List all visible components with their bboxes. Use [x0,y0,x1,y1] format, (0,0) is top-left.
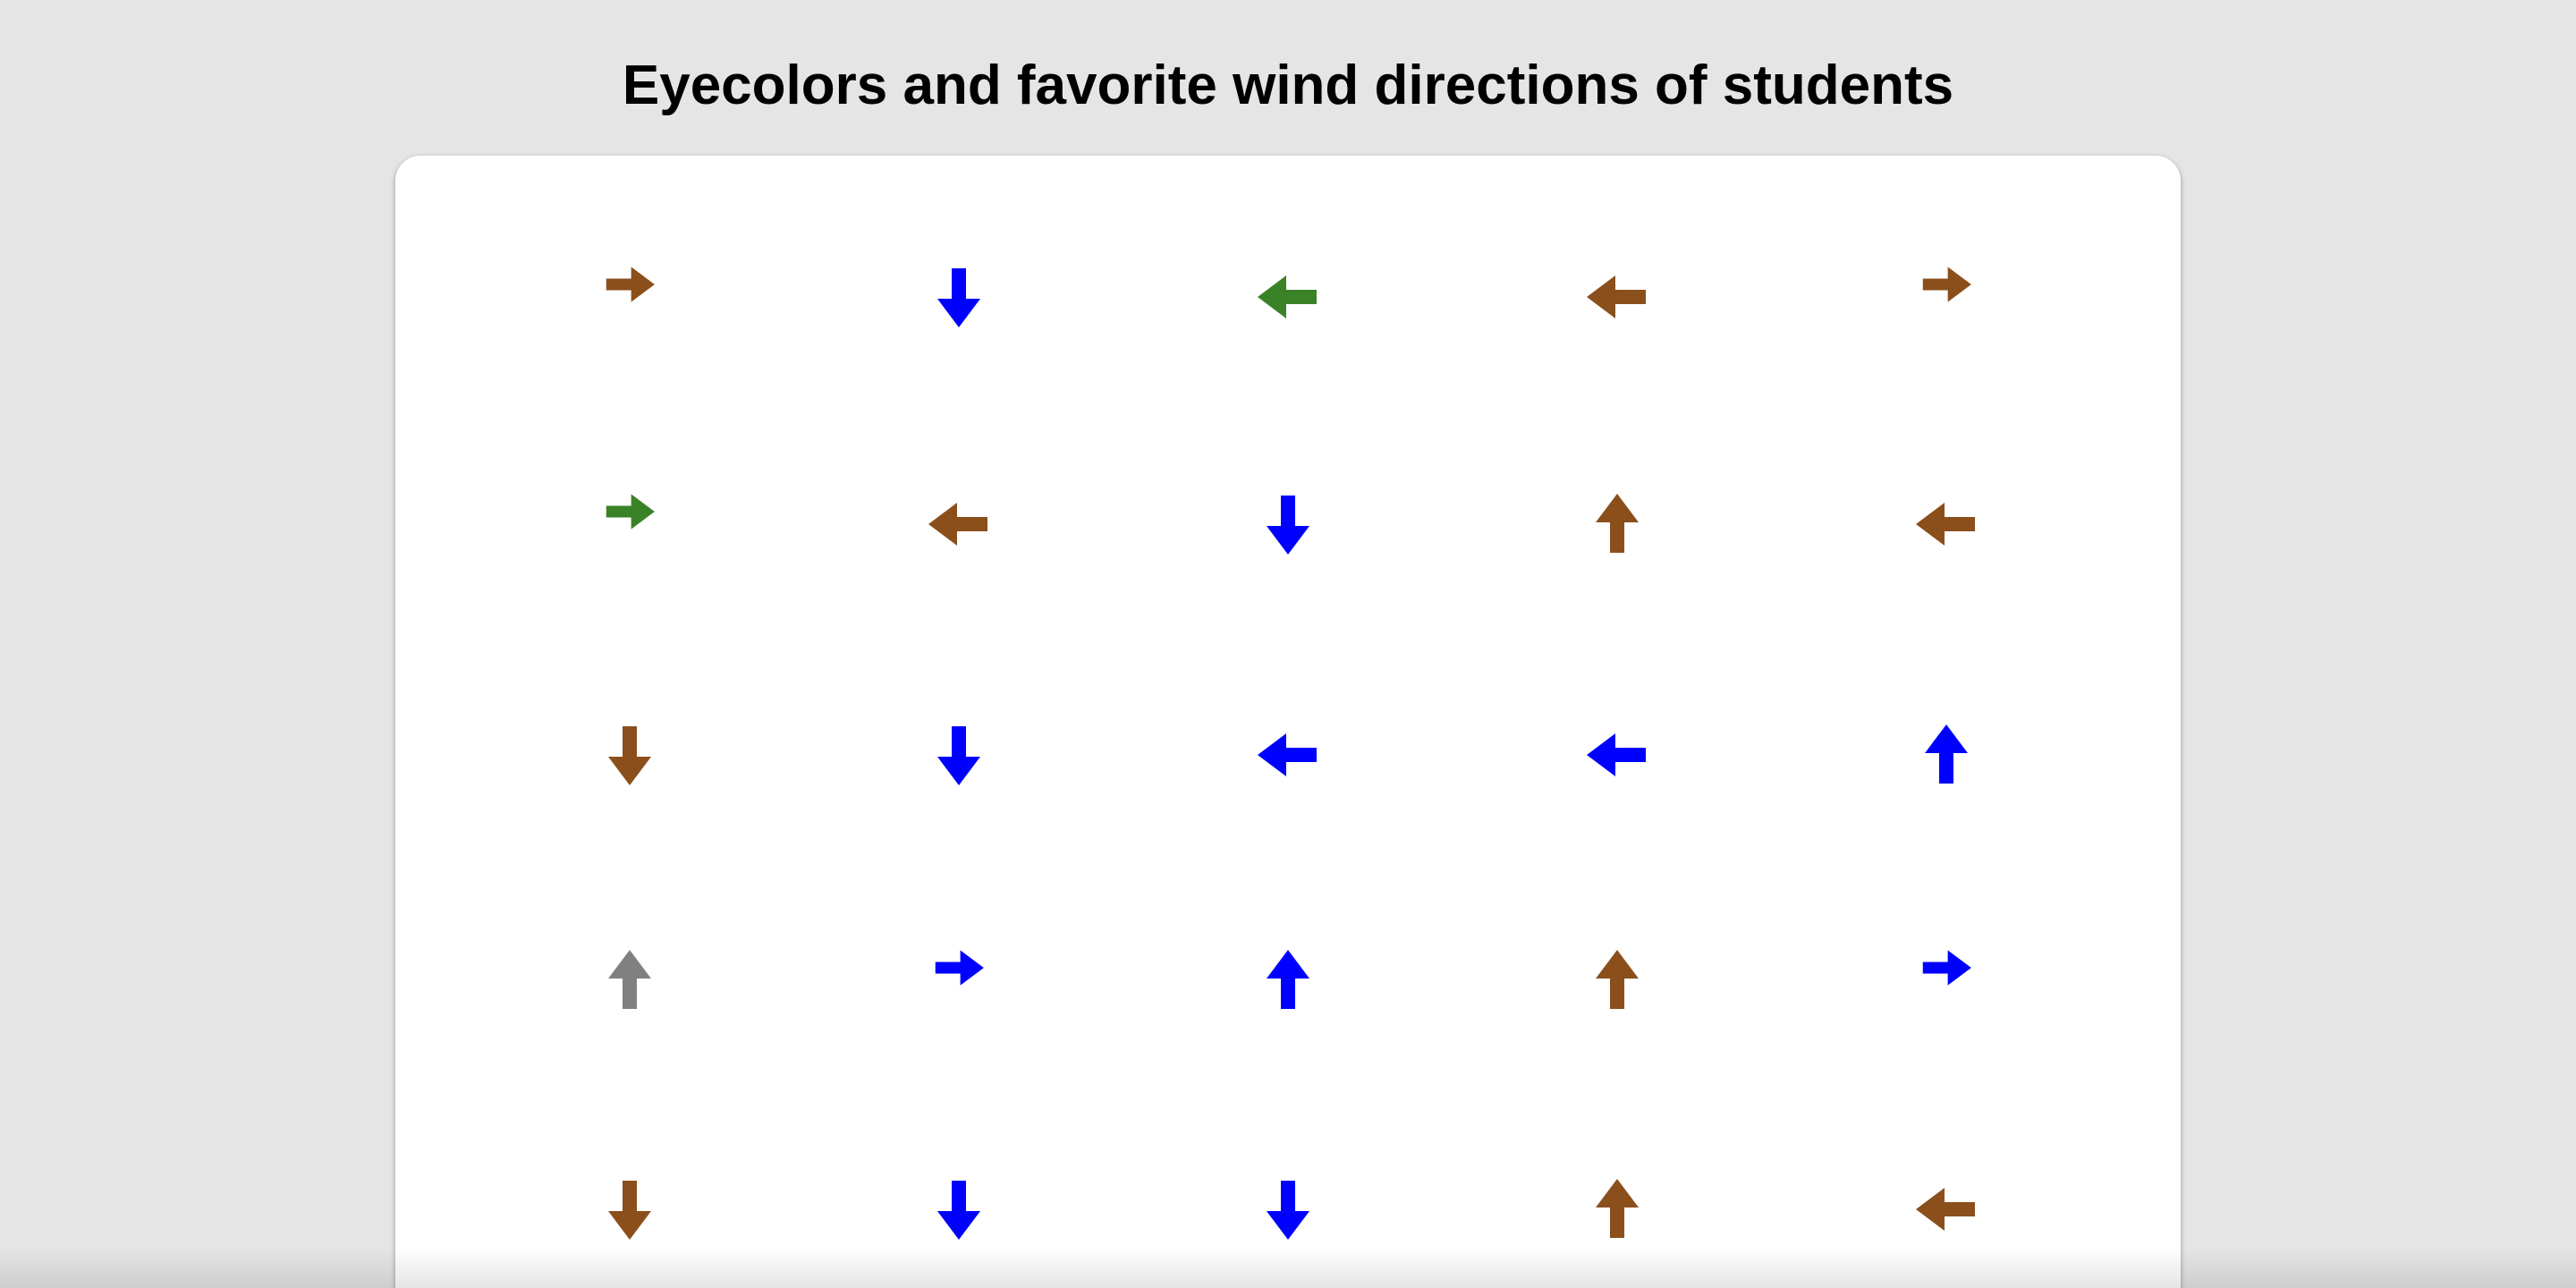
arrow-down-blue-icon [1243,479,1333,569]
arrow-right-brown-icon [585,240,674,329]
arrow-right-green-icon [585,467,674,556]
arrow-down-blue-icon [914,1165,1004,1254]
arrow-down-blue-icon [914,252,1004,342]
arrow-left-green-icon [1243,252,1333,342]
arrow-down-brown-icon [585,710,674,800]
arrow-down-blue-icon [914,710,1004,800]
arrow-left-brown-icon [914,479,1004,569]
arrow-right-blue-icon [914,923,1004,1013]
arrow-up-brown-icon [1572,1165,1662,1254]
arrow-left-blue-icon [1572,710,1662,800]
arrow-left-brown-icon [1902,1165,1991,1254]
arrow-down-blue-icon [1243,1165,1333,1254]
arrow-left-brown-icon [1902,479,1991,569]
arrow-grid-card [395,156,2181,1288]
page-title: Eyecolors and favorite wind directions o… [622,55,1954,116]
arrow-up-blue-icon [1243,936,1333,1025]
arrow-right-brown-icon [1902,240,1991,329]
arrow-down-brown-icon [585,1165,674,1254]
arrow-up-blue-icon [1902,710,1991,800]
arrow-up-brown-icon [1572,479,1662,569]
arrow-left-blue-icon [1243,710,1333,800]
arrow-up-brown-icon [1572,936,1662,1025]
arrow-up-gray-icon [585,936,674,1025]
arrow-left-brown-icon [1572,252,1662,342]
arrow-right-blue-icon [1902,923,1991,1013]
